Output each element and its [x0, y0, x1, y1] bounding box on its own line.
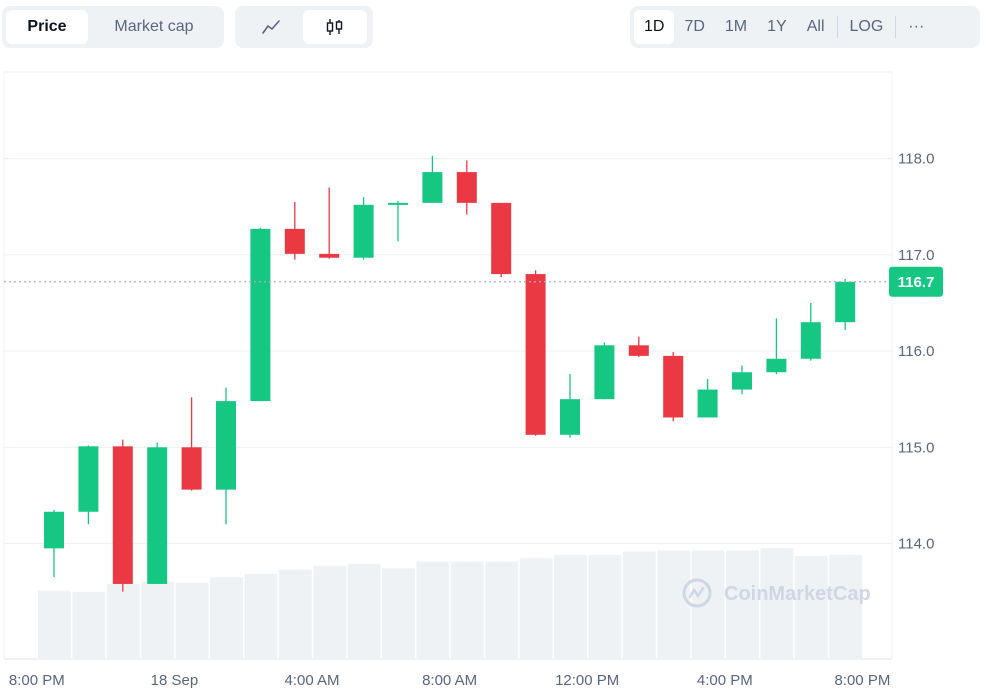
candle-body-up — [594, 345, 615, 400]
volume-bar — [175, 582, 209, 659]
volume-bar — [829, 554, 863, 659]
metric-toggle: Price Market cap — [2, 6, 224, 48]
candles — [44, 155, 856, 592]
current-price-label: 116.7 — [898, 274, 935, 291]
grid-lines — [4, 158, 892, 545]
volume-bar — [72, 591, 106, 659]
volume-bar — [382, 568, 415, 659]
coinmarketcap-logo-mark — [688, 586, 705, 599]
x-tick-label: 8:00 AM — [422, 672, 477, 689]
line-chart-button[interactable] — [239, 10, 303, 44]
line-chart-icon — [262, 20, 280, 34]
candle-body-up — [44, 511, 64, 549]
range-1m[interactable]: 1M — [724, 18, 748, 35]
x-tick-label: 8:00 PM — [834, 672, 890, 689]
watermark: CoinMarketCap — [682, 578, 871, 608]
y-axis: 114.0 115.0 116.0 117.0 118.0 — [898, 151, 934, 553]
range-1y[interactable]: 1Y — [767, 18, 787, 35]
candle-body-up — [216, 401, 236, 490]
coinmarketcap-logo-icon — [682, 578, 712, 608]
volume-bar — [347, 563, 381, 659]
y-tick-label: 117.0 — [898, 247, 934, 264]
x-tick-label: 4:00 AM — [284, 672, 339, 689]
candle-body-up — [422, 172, 443, 203]
candle-body-down — [319, 253, 340, 258]
candle-body-down — [456, 172, 477, 203]
range-7d[interactable]: 7D — [684, 18, 705, 35]
price-chart[interactable]: CoinMarketCap 114.0115.0116.0117.0118.0 … — [0, 60, 991, 695]
candle-body-up — [697, 389, 718, 418]
volume-bar — [278, 569, 312, 659]
volume-bar — [657, 550, 691, 659]
candlestick-button[interactable] — [303, 10, 367, 44]
tab-price[interactable]: Price — [6, 10, 88, 44]
tab-market-cap[interactable]: Market cap — [114, 18, 194, 35]
volume-bar — [210, 577, 243, 659]
candle-body-up — [732, 372, 752, 390]
candle-body-up — [78, 446, 99, 512]
volume-bar — [313, 566, 347, 659]
range-all[interactable]: All — [806, 18, 825, 35]
y-tick-label: 114.0 — [898, 536, 934, 553]
range-divider — [836, 16, 838, 38]
candle-body-up — [560, 399, 580, 435]
candle-body-up — [388, 202, 408, 205]
y-tick-label: 116.0 — [898, 343, 934, 360]
x-axis: 8:00 PM 18 Sep 4:00 AM 8:00 AM 12:00 PM 4:00 … — [9, 672, 890, 689]
watermark-text: CoinMarketCap — [724, 583, 871, 605]
volume-bar — [622, 551, 656, 659]
volume-bar — [244, 573, 278, 659]
time-range-toggle: 1D 7D 1M 1Y All LOG ··· — [630, 6, 980, 48]
candle-body-up — [766, 358, 787, 373]
chart-type-toggle — [235, 6, 373, 48]
volume-bar — [519, 558, 553, 659]
volume-bar — [106, 583, 140, 659]
volume-bar — [141, 581, 175, 659]
candle-body-down — [491, 202, 512, 275]
candle-body-down — [181, 447, 202, 490]
volume-bar — [554, 554, 587, 659]
log-scale-toggle[interactable]: LOG — [849, 18, 884, 35]
candle-body-down — [628, 345, 649, 356]
candle-body-down — [284, 228, 305, 254]
candle-body-down — [525, 274, 546, 435]
range-1d[interactable]: 1D — [634, 10, 675, 44]
candle-body-up — [147, 447, 168, 584]
candle-body-down — [663, 355, 684, 418]
volume-bar — [726, 550, 759, 659]
x-tick-label: 4:00 PM — [697, 672, 753, 689]
volume-bar — [760, 548, 794, 659]
candle-body-up — [353, 204, 374, 258]
y-tick-label: 118.0 — [898, 151, 934, 168]
volume-bars — [38, 548, 863, 659]
current-price: 116.7 — [4, 266, 943, 297]
candle-body-up — [835, 281, 856, 323]
volume-bar — [794, 555, 828, 659]
current-price-tag — [889, 266, 943, 297]
candle-body-down — [112, 446, 133, 584]
x-tick-label: 18 Sep — [151, 672, 199, 689]
candle-body-up — [250, 228, 271, 402]
candle-body-up — [800, 322, 821, 359]
x-tick-label: 8:00 PM — [9, 672, 65, 689]
more-options-button[interactable]: ··· — [908, 18, 925, 35]
volume-bar — [416, 561, 450, 659]
candlestick-icon — [326, 19, 343, 35]
volume-bar — [38, 590, 71, 659]
volume-bar — [588, 554, 622, 659]
range-divider — [895, 16, 897, 38]
y-tick-label: 115.0 — [898, 439, 934, 456]
x-tick-label: 12:00 PM — [555, 672, 619, 689]
volume-bar — [450, 561, 484, 659]
volume-bar — [485, 561, 519, 659]
